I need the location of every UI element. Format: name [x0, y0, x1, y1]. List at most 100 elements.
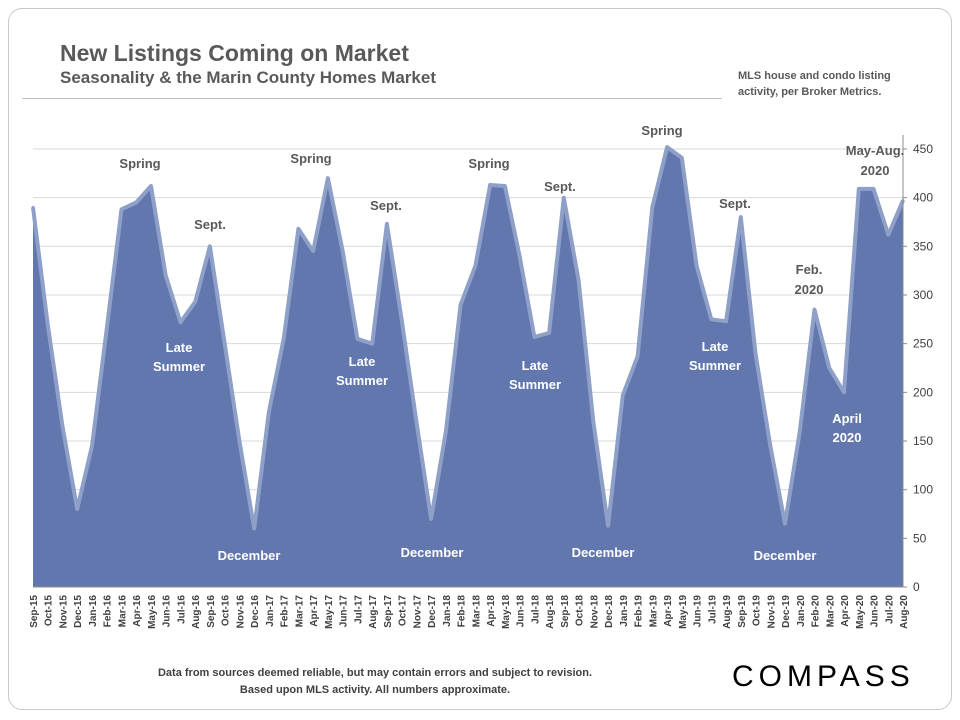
- x-tick-label: Oct-18: [575, 595, 586, 627]
- x-tick-label: Sep-15: [29, 595, 40, 628]
- data-point: [444, 429, 448, 433]
- data-point: [61, 424, 64, 428]
- annotation-label: December: [572, 545, 635, 560]
- data-point: [591, 420, 595, 423]
- annotation-label: 2020: [861, 163, 890, 178]
- x-tick-label: Dec-18: [604, 595, 615, 628]
- data-point: [724, 319, 728, 323]
- data-point: [120, 207, 123, 211]
- data-point: [326, 176, 330, 180]
- y-axis: 0 50 100 150 200 250 300 350 400 450: [902, 135, 933, 594]
- x-tick-label: Jul-20: [884, 595, 895, 624]
- data-point: [179, 320, 182, 324]
- data-point: [842, 390, 846, 394]
- data-point: [223, 342, 227, 346]
- data-point: [754, 351, 757, 355]
- x-tick-label: Dec-16: [250, 595, 261, 628]
- x-tick-label: Jan-19: [619, 595, 630, 627]
- data-point: [547, 331, 551, 335]
- y-tick-label: 200: [913, 385, 933, 399]
- annotation-label: Late: [166, 340, 193, 355]
- x-tick-label: May-19: [678, 595, 689, 629]
- annotation-label: Sept.: [194, 217, 226, 232]
- y-tick-label: 400: [913, 191, 933, 205]
- data-point: [827, 366, 831, 370]
- x-tick-label: Mar-16: [118, 595, 129, 628]
- y-tick-label: 0: [913, 580, 920, 594]
- data-point: [709, 317, 713, 321]
- data-point: [31, 205, 35, 209]
- data-point: [813, 308, 816, 312]
- x-tick-label: Apr-16: [132, 595, 143, 627]
- x-tick-label: Aug-18: [545, 595, 556, 629]
- y-tick-label: 50: [913, 531, 927, 545]
- data-point: [739, 215, 743, 219]
- data-point: [149, 184, 153, 188]
- x-tick-label: Nov-17: [412, 595, 423, 629]
- x-tick-label: Apr-19: [663, 595, 674, 627]
- x-tick-label: Oct-17: [398, 595, 409, 627]
- source-note-line-1: MLS house and condo listing: [738, 70, 891, 82]
- x-tick-label: Jul-16: [177, 595, 188, 624]
- data-point: [562, 196, 566, 200]
- data-point: [429, 517, 433, 521]
- data-point: [267, 410, 271, 414]
- data-point: [503, 184, 507, 188]
- x-tick-label: Jun-18: [516, 595, 527, 628]
- annotation-label: Spring: [641, 123, 682, 138]
- x-tick-label: Dec-17: [427, 595, 438, 628]
- x-tick-label: Nov-19: [766, 595, 777, 629]
- annotation-label: Summer: [509, 377, 561, 392]
- x-tick-label: Feb-19: [634, 595, 645, 628]
- annotation-label: Summer: [336, 373, 388, 388]
- annotation-label: Late: [522, 358, 549, 373]
- data-point: [857, 187, 861, 191]
- x-tick-label: Jul-19: [707, 595, 718, 624]
- x-tick-label: Feb-20: [811, 595, 822, 628]
- data-point: [650, 205, 654, 209]
- data-point: [414, 420, 418, 423]
- data-point: [134, 201, 138, 204]
- annotation-label: December: [218, 548, 281, 563]
- annotation-label: Late: [349, 354, 376, 369]
- source-note-line-2: activity, per Broker Metrics.: [738, 86, 882, 98]
- x-tick-label: Oct-16: [221, 595, 232, 627]
- x-tick-label: Apr-17: [309, 595, 320, 627]
- x-tick-label: Nov-15: [59, 595, 70, 629]
- y-tick-label: 150: [913, 434, 933, 448]
- data-point: [75, 507, 79, 511]
- x-tick-label: Aug-19: [722, 595, 733, 629]
- x-tick-label: Oct-19: [752, 595, 763, 627]
- disclaimer-line-2: Based upon MLS activity. All numbers app…: [239, 684, 511, 696]
- annotation-label: Sept.: [544, 179, 576, 194]
- annotations: Spring Sept. Late Summer December Spring Sept.…: [119, 123, 904, 563]
- data-point: [355, 337, 359, 341]
- annotation-label: Summer: [153, 359, 205, 374]
- x-tick-label: Jun-17: [339, 595, 350, 628]
- annotation-label: Spring: [119, 156, 160, 171]
- x-tick-label: Jul-18: [530, 595, 541, 624]
- data-point: [577, 278, 581, 282]
- x-tick-label: Jan-17: [265, 595, 276, 627]
- disclaimer: Data from sources deemed reliable, but m…: [140, 665, 610, 699]
- annotation-label: May-Aug.: [846, 143, 905, 158]
- x-tick-label: May-17: [324, 595, 335, 629]
- x-tick-label: Jul-17: [353, 595, 364, 624]
- annotation-label: Spring: [290, 151, 331, 166]
- x-tick-label: May-16: [147, 595, 158, 629]
- data-point: [768, 444, 772, 448]
- x-tick-label: Aug-20: [899, 595, 910, 629]
- data-point: [518, 254, 522, 258]
- annotation-label: Feb.: [796, 262, 823, 277]
- x-tick-label: Mar-18: [471, 595, 482, 628]
- x-tick-label: Jan-18: [442, 595, 453, 627]
- y-tick-label: 450: [913, 142, 933, 156]
- x-tick-label: Feb-16: [103, 595, 114, 628]
- data-point: [370, 342, 374, 346]
- x-tick-label: Dec-19: [781, 595, 792, 628]
- x-tick-label: Sep-19: [737, 595, 748, 628]
- data-point: [237, 439, 241, 443]
- annotation-label: Sept.: [719, 196, 751, 211]
- annotation-label: Late: [702, 339, 729, 354]
